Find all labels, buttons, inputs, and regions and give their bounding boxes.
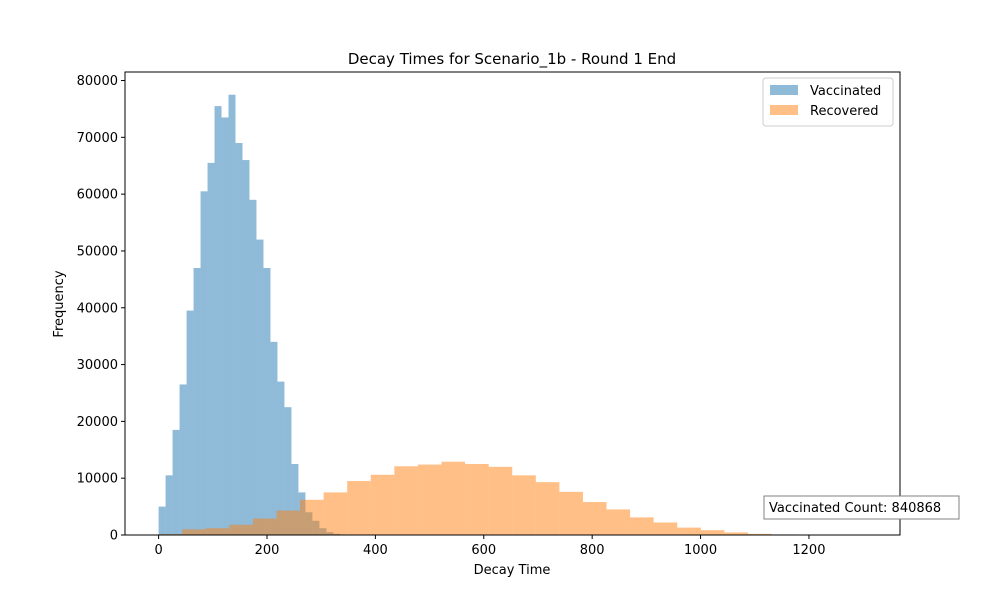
vaccinated-bar [193, 267, 201, 535]
y-axis-label: Frequency [52, 270, 67, 337]
y-tick-label: 70000 [77, 131, 118, 146]
y-tick-label: 20000 [77, 415, 118, 430]
vaccinated-bar [291, 463, 299, 535]
x-axis-label: Decay Time [474, 563, 551, 578]
vaccinated-bar [263, 267, 271, 535]
count-annotation: Vaccinated Count: 840868 [763, 495, 960, 520]
x-tick-label: 800 [580, 543, 605, 558]
recovered-bar [323, 492, 348, 535]
recovered-bar [417, 464, 442, 535]
vaccinated-bar [221, 117, 229, 535]
y-axis-ticks: 0 10000 20000 30000 40000 50000 60000 70000 8000… [77, 74, 125, 544]
recovered-bar [653, 522, 678, 535]
recovered-bar [276, 510, 301, 535]
recovered-bar [465, 463, 489, 535]
vaccinated-bar [200, 191, 208, 536]
x-tick-label: 0 [154, 543, 162, 558]
recovered-bar [488, 466, 513, 535]
vaccinated-bar [277, 381, 285, 535]
recovered-bar [229, 524, 253, 535]
recovered-bar [394, 466, 418, 535]
recovered-bar [182, 529, 206, 535]
x-tick-label: 200 [255, 543, 280, 558]
y-tick-label: 10000 [77, 472, 118, 487]
chart-title: Decay Times for Scenario_1b - Round 1 En… [348, 50, 676, 69]
vaccinated-bar [242, 160, 250, 535]
legend-label-vaccinated: Vaccinated [810, 84, 881, 99]
y-tick-label: 50000 [77, 244, 118, 259]
vaccinated-bar [165, 475, 173, 535]
recovered-bar [606, 509, 631, 535]
recovered-bar [535, 482, 560, 535]
recovered-bar [747, 533, 772, 535]
recovered-bar [370, 474, 395, 535]
legend-label-recovered: Recovered [810, 104, 879, 119]
plot-frame [124, 71, 901, 536]
vaccinated-bar [207, 162, 215, 535]
annotation-text: Vaccinated Count: 840868 [769, 501, 941, 516]
vaccinated-bar [284, 407, 292, 535]
vaccinated-bar [186, 310, 194, 535]
legend-swatch-recovered [770, 105, 798, 115]
recovered-bar [205, 528, 230, 535]
recovered-bar [630, 517, 654, 535]
legend: Vaccinated Recovered [762, 77, 894, 127]
recovered-bar [724, 532, 748, 535]
y-tick-label: 80000 [77, 74, 118, 89]
legend-swatch-vaccinated [770, 85, 798, 95]
x-tick-label: 400 [363, 543, 388, 558]
recovered-bar [512, 475, 536, 535]
y-tick-label: 60000 [77, 188, 118, 203]
vaccinated-bar [214, 106, 222, 535]
x-tick-label: 1200 [792, 543, 825, 558]
x-axis-ticks: 0 200 400 600 800 1000 1200 [154, 535, 825, 558]
vaccinated-bar [256, 239, 264, 535]
vaccinated-bar [235, 143, 243, 535]
x-tick-label: 1000 [684, 543, 717, 558]
recovered-bar [252, 518, 277, 535]
vaccinated-bar [179, 384, 187, 535]
vaccinated-bar [158, 506, 166, 535]
recovered-bar [347, 481, 371, 535]
y-tick-label: 30000 [77, 358, 118, 373]
x-tick-label: 600 [471, 543, 496, 558]
y-tick-label: 40000 [77, 301, 118, 316]
annotation-box [763, 495, 960, 520]
recovered-bar [441, 461, 466, 535]
recovered-bar [559, 491, 583, 535]
recovered-bar [677, 527, 701, 535]
recovered-bar [300, 499, 324, 535]
vaccinated-bar [172, 429, 180, 535]
y-tick-label: 0 [110, 529, 118, 544]
vaccinated-bar [228, 94, 236, 535]
recovered-bar [582, 502, 607, 535]
recovered-bars [158, 461, 866, 535]
vaccinated-bar [270, 341, 278, 535]
vaccinated-bar [249, 199, 257, 535]
recovered-bar [700, 530, 725, 535]
